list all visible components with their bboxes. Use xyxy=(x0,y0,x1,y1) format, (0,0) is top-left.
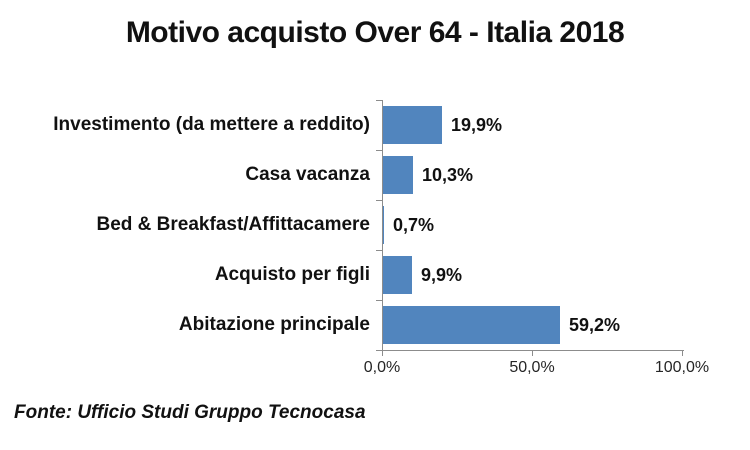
category-label: Investimento (da mettere a reddito) xyxy=(53,114,370,135)
y-axis-line xyxy=(382,100,383,354)
chart-title: Motivo acquisto Over 64 - Italia 2018 xyxy=(125,16,625,49)
chart-row: Investimento (da mettere a reddito) 19,9% xyxy=(0,100,750,150)
category-label: Bed & Breakfast/Affittacamere xyxy=(96,214,371,235)
value-label: 19,9% xyxy=(451,115,503,135)
value-label: 59,2% xyxy=(569,315,621,335)
bar xyxy=(382,206,384,244)
y-axis-tick xyxy=(376,350,383,351)
bar xyxy=(382,156,413,194)
value-label: 9,9% xyxy=(421,265,463,285)
y-axis-tick xyxy=(376,200,383,201)
category-label: Casa vacanza xyxy=(245,164,370,185)
bar xyxy=(382,106,442,144)
y-axis-tick xyxy=(376,250,383,251)
x-axis-tick-label: 0,0% xyxy=(363,359,401,376)
x-axis-tick xyxy=(532,351,533,356)
x-axis-tick-label: 100,0% xyxy=(654,359,710,376)
chart-row: Casa vacanza 10,3% xyxy=(0,150,750,200)
bar xyxy=(382,256,412,294)
value-label: 10,3% xyxy=(422,165,474,185)
x-axis-tick xyxy=(382,351,383,356)
x-axis-tick-label: 50,0% xyxy=(509,359,555,376)
category-label: Abitazione principale xyxy=(178,314,370,335)
x-axis-line xyxy=(382,350,684,351)
y-axis-tick xyxy=(376,150,383,151)
bar xyxy=(382,306,560,344)
y-axis-tick xyxy=(376,300,383,301)
y-axis-tick xyxy=(376,100,383,101)
category-label: Acquisto per figli xyxy=(214,264,370,285)
chart-row: Acquisto per figli 9,9% xyxy=(0,250,750,300)
x-axis-tick xyxy=(682,351,683,356)
chart-row: Abitazione principale 59,2% xyxy=(0,300,750,350)
chart-row: Bed & Breakfast/Affittacamere 0,7% xyxy=(0,200,750,250)
value-label: 0,7% xyxy=(393,215,435,235)
source-note: Fonte: Ufficio Studi Gruppo Tecnocasa xyxy=(14,402,366,423)
